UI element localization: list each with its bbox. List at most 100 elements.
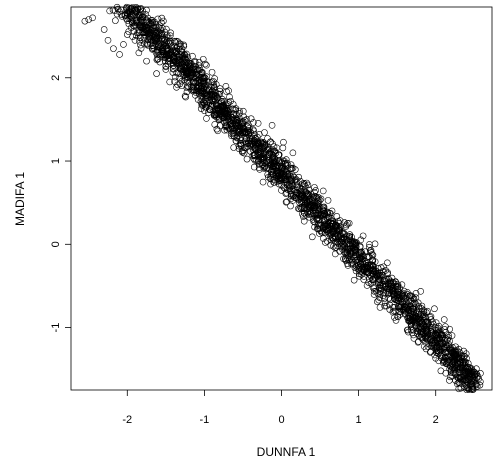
data-point xyxy=(303,179,310,187)
data-point xyxy=(230,144,237,151)
data-point xyxy=(314,200,321,207)
data-point xyxy=(157,42,165,50)
data-point xyxy=(442,349,450,357)
data-point xyxy=(305,186,313,194)
data-point xyxy=(383,302,390,310)
data-point xyxy=(241,117,249,124)
data-point xyxy=(341,242,349,250)
data-point xyxy=(246,136,254,143)
data-point xyxy=(149,19,156,27)
data-point xyxy=(201,99,208,107)
data-point xyxy=(214,127,222,135)
data-point xyxy=(324,209,331,217)
x-axis-title: DUNNFA 1 xyxy=(257,445,316,459)
data-point xyxy=(473,374,481,382)
data-point xyxy=(446,377,453,384)
data-point xyxy=(449,349,456,356)
data-point xyxy=(436,340,443,348)
data-point xyxy=(154,15,162,23)
data-point xyxy=(165,58,172,65)
data-point xyxy=(250,119,257,126)
data-point xyxy=(134,5,142,13)
data-point xyxy=(322,221,329,228)
data-point xyxy=(347,253,355,260)
data-point xyxy=(285,170,293,178)
data-point xyxy=(229,110,237,117)
data-point xyxy=(136,37,143,45)
data-point xyxy=(221,114,229,121)
data-point xyxy=(297,187,305,195)
data-point xyxy=(297,195,305,202)
data-point xyxy=(176,74,184,82)
data-point xyxy=(199,88,207,96)
data-point xyxy=(410,309,417,316)
data-point xyxy=(133,19,140,27)
data-point xyxy=(143,27,151,35)
data-point xyxy=(116,51,123,58)
data-point xyxy=(436,346,443,353)
data-point xyxy=(104,36,112,44)
data-point xyxy=(394,281,402,289)
data-point xyxy=(423,309,430,316)
data-point xyxy=(408,319,416,326)
data-point xyxy=(199,101,207,109)
data-point xyxy=(293,189,301,196)
data-point xyxy=(267,175,274,183)
data-point xyxy=(358,248,365,256)
data-point xyxy=(306,204,313,211)
data-point xyxy=(419,336,427,343)
data-point xyxy=(303,199,310,206)
data-point xyxy=(130,23,138,30)
points-layer xyxy=(81,3,484,394)
data-point xyxy=(235,145,243,153)
data-point xyxy=(267,138,274,145)
data-point xyxy=(232,117,240,124)
data-point xyxy=(259,178,267,186)
data-point xyxy=(213,106,220,113)
data-point xyxy=(451,369,459,376)
data-point xyxy=(158,47,166,55)
data-point xyxy=(405,305,413,313)
data-point xyxy=(424,307,431,315)
data-point xyxy=(366,262,373,270)
data-point xyxy=(376,294,384,301)
data-point xyxy=(275,151,283,159)
data-point xyxy=(137,18,145,25)
data-point xyxy=(154,55,162,63)
data-point xyxy=(113,10,121,18)
y-tick-label: 1 xyxy=(50,158,62,164)
data-point xyxy=(455,353,463,361)
data-point xyxy=(177,40,184,48)
data-point xyxy=(127,24,135,32)
data-point xyxy=(310,194,318,201)
data-point xyxy=(442,341,450,348)
data-point xyxy=(419,311,427,319)
data-point xyxy=(243,128,250,136)
data-point xyxy=(392,296,399,304)
data-point xyxy=(370,270,377,278)
data-point xyxy=(184,69,191,76)
data-point xyxy=(469,386,476,394)
data-point xyxy=(377,264,385,271)
data-point xyxy=(220,98,228,105)
data-point xyxy=(199,55,207,63)
data-point xyxy=(340,230,347,238)
data-point xyxy=(382,280,390,288)
data-point xyxy=(432,339,439,347)
data-point xyxy=(277,170,285,178)
data-point xyxy=(308,233,316,241)
data-point xyxy=(458,352,466,359)
data-point xyxy=(435,328,443,336)
data-point xyxy=(310,216,317,223)
x-tick-label: -1 xyxy=(200,414,210,426)
data-point xyxy=(422,345,430,353)
data-point xyxy=(159,51,166,58)
data-point xyxy=(317,227,324,234)
data-point xyxy=(362,264,370,272)
data-point xyxy=(178,48,186,55)
y-axis-title: MADIFA 1 xyxy=(13,172,27,226)
data-point xyxy=(211,121,219,128)
data-point xyxy=(239,107,247,115)
data-point xyxy=(427,325,435,333)
data-point xyxy=(346,233,353,240)
